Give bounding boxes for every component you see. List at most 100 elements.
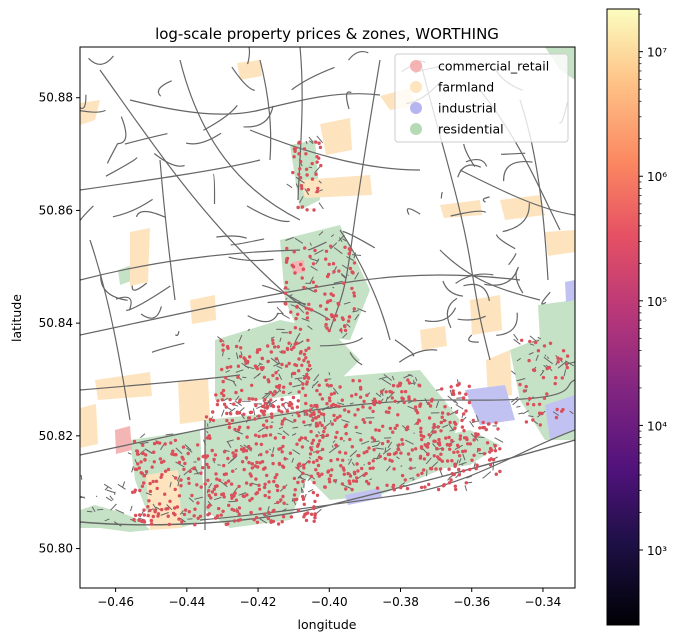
street-segment xyxy=(259,518,268,524)
price-point xyxy=(291,170,295,175)
price-point xyxy=(173,487,177,492)
price-point xyxy=(227,422,232,426)
street-segment xyxy=(301,317,310,322)
street-segment xyxy=(239,445,243,448)
price-point xyxy=(205,462,209,467)
price-point xyxy=(150,465,154,469)
price-point xyxy=(307,346,311,350)
price-point xyxy=(272,479,276,484)
price-point xyxy=(448,447,452,451)
price-point xyxy=(351,378,355,383)
street-segment xyxy=(270,357,280,365)
price-point xyxy=(275,473,279,477)
price-point xyxy=(233,491,237,495)
price-point xyxy=(248,447,253,451)
price-point xyxy=(177,517,181,521)
street-segment xyxy=(528,352,534,355)
price-point xyxy=(313,516,317,520)
price-point xyxy=(449,385,453,389)
lane-segment xyxy=(500,152,526,155)
street-segment xyxy=(391,375,395,381)
price-point xyxy=(316,463,321,468)
price-point xyxy=(408,457,413,462)
price-point xyxy=(187,510,191,514)
price-point xyxy=(269,412,274,416)
price-point xyxy=(331,293,335,298)
legend-label-residential: residential xyxy=(438,122,504,137)
price-point xyxy=(316,186,320,191)
price-point xyxy=(356,453,360,458)
street-segment xyxy=(303,423,313,427)
lane-segment xyxy=(157,80,172,97)
price-point xyxy=(311,460,316,464)
road-14 xyxy=(129,93,381,115)
price-point xyxy=(227,425,232,430)
price-point xyxy=(255,350,259,354)
y-tick-label: 50.86 xyxy=(39,203,73,217)
price-point xyxy=(320,423,324,428)
price-point xyxy=(491,458,496,462)
price-point xyxy=(330,468,334,472)
street-segment xyxy=(369,478,373,481)
price-point xyxy=(133,488,137,492)
street-segment xyxy=(332,440,336,444)
street-segment xyxy=(473,462,476,468)
price-point xyxy=(273,475,277,480)
price-point xyxy=(255,460,259,465)
price-point xyxy=(302,420,306,424)
price-point xyxy=(260,356,265,361)
price-point xyxy=(348,481,352,486)
price-point xyxy=(262,409,267,413)
price-point xyxy=(536,349,541,353)
lane-segment xyxy=(463,283,490,302)
price-point xyxy=(565,354,570,358)
price-point xyxy=(518,382,522,387)
price-point xyxy=(329,392,334,396)
street-segment xyxy=(309,242,312,246)
price-point xyxy=(454,422,458,426)
street-segment xyxy=(254,363,261,369)
price-point xyxy=(147,499,151,503)
price-point xyxy=(317,474,321,478)
price-point xyxy=(295,405,300,409)
price-point xyxy=(346,319,351,323)
price-point xyxy=(137,466,141,470)
price-point xyxy=(269,425,273,429)
price-point xyxy=(304,306,308,310)
street-segment xyxy=(130,505,133,512)
street-segment xyxy=(264,513,272,517)
farmland-zone-17 xyxy=(130,228,150,286)
price-point xyxy=(316,442,321,446)
price-point xyxy=(295,305,299,309)
price-point xyxy=(234,390,238,395)
price-point xyxy=(472,438,476,442)
price-point xyxy=(206,513,210,517)
price-point xyxy=(262,375,267,379)
price-point xyxy=(442,483,446,487)
residential-zone-9 xyxy=(538,300,575,345)
price-point xyxy=(276,405,281,409)
price-point xyxy=(306,360,310,364)
price-point xyxy=(343,324,347,329)
price-point xyxy=(261,366,265,370)
price-point xyxy=(159,475,163,479)
street-segment xyxy=(292,384,302,388)
price-point xyxy=(199,485,203,489)
price-point xyxy=(180,520,184,524)
price-point xyxy=(203,482,207,486)
street-segment xyxy=(338,234,345,242)
price-point xyxy=(317,409,321,414)
lane-segment xyxy=(80,94,87,110)
y-tick-label: 50.82 xyxy=(39,429,73,443)
street-segment xyxy=(291,497,294,502)
street-segment xyxy=(313,380,319,387)
price-point xyxy=(352,261,357,265)
street-segment xyxy=(333,247,343,255)
street-segment xyxy=(354,314,360,321)
price-point xyxy=(327,262,331,266)
price-point xyxy=(377,400,382,404)
price-point xyxy=(493,444,497,448)
price-point xyxy=(312,480,316,485)
price-point xyxy=(211,410,215,414)
street-segment xyxy=(385,465,391,472)
